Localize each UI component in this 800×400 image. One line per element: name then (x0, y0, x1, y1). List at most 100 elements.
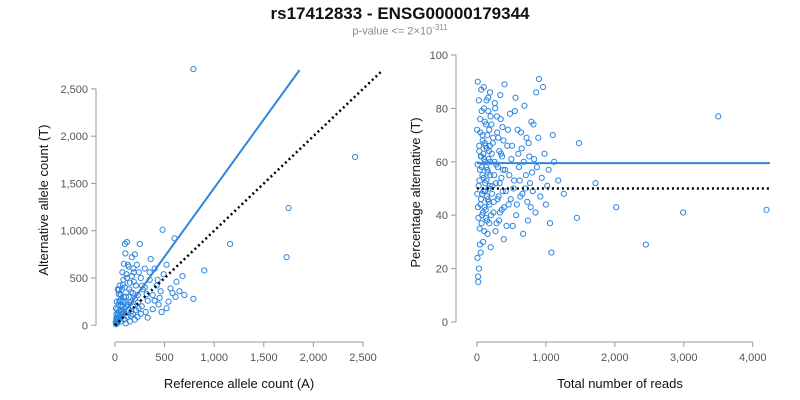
data-point (130, 278, 137, 285)
data-point (499, 123, 506, 131)
data-point (156, 294, 163, 301)
data-point (497, 115, 504, 123)
data-point (575, 140, 583, 147)
y-tick-label: 40 (436, 210, 448, 222)
data-point (508, 142, 516, 149)
data-point (142, 308, 149, 316)
data-point (514, 126, 521, 133)
data-point (531, 156, 538, 163)
data-point (136, 240, 143, 248)
data-point (130, 265, 137, 272)
data-point (121, 240, 128, 248)
y-axis-title: Alternative allele count (T) (36, 124, 51, 275)
x-axis-title: Total number of reads (557, 376, 683, 391)
data-point (128, 307, 135, 315)
data-point (113, 298, 120, 305)
data-point (488, 121, 495, 128)
data-point (548, 249, 555, 256)
data-point (122, 250, 129, 257)
data-point (159, 226, 166, 233)
y-tick-label: 0 (442, 317, 448, 329)
y-tick-label: 60 (436, 157, 448, 169)
data-point (484, 217, 491, 224)
data-point (484, 166, 491, 173)
data-point (173, 278, 180, 285)
data-point (680, 209, 687, 216)
data-point (154, 276, 161, 283)
data-point (158, 308, 165, 316)
data-point (528, 118, 535, 125)
data-point (163, 305, 170, 312)
data-point (538, 174, 545, 181)
y-tick-label: 2,000 (60, 131, 88, 143)
data-point (503, 222, 510, 229)
data-point (513, 201, 520, 208)
data-point (500, 137, 507, 144)
data-point (518, 145, 525, 152)
data-point (117, 290, 124, 298)
data-point (144, 297, 151, 304)
data-point (283, 254, 290, 261)
data-point (141, 265, 148, 272)
data-point (496, 209, 504, 216)
data-point (475, 265, 483, 272)
y-axis-title: Percentage alternative (T) (408, 117, 423, 267)
data-point (515, 150, 522, 157)
data-point (149, 306, 156, 313)
data-point (135, 269, 142, 276)
y-tick-label: 500 (70, 273, 88, 285)
data-point (498, 153, 506, 160)
data-point (492, 105, 499, 112)
data-point (502, 188, 509, 195)
data-point (511, 177, 518, 184)
data-point (498, 174, 505, 181)
data-point (526, 180, 534, 187)
data-point (487, 113, 494, 120)
data-point (486, 182, 493, 189)
data-point (484, 196, 491, 203)
data-point (144, 314, 151, 321)
data-point (533, 89, 540, 96)
data-point (138, 303, 145, 310)
data-point (125, 293, 132, 301)
subtitle-text: p-value <= 2×10 (352, 25, 433, 38)
data-point (506, 110, 514, 117)
data-point (527, 204, 534, 211)
y-tick-label: 1,000 (60, 226, 88, 238)
data-point (190, 65, 197, 73)
data-point (151, 297, 158, 304)
data-point (475, 97, 482, 104)
data-point (201, 267, 208, 274)
data-point (147, 255, 154, 263)
y-tick-label: 2,500 (60, 84, 88, 96)
data-point (155, 301, 162, 308)
data-point (613, 204, 620, 211)
data-point (555, 177, 562, 184)
data-point (522, 172, 529, 179)
data-point (478, 220, 485, 227)
data-point (176, 288, 183, 295)
data-point (504, 126, 512, 133)
data-point (477, 196, 485, 203)
x-tick-label: 1,500 (250, 352, 278, 364)
x-tick-label: 2,000 (300, 352, 328, 364)
data-point (481, 228, 488, 235)
data-point (483, 193, 490, 200)
data-point (137, 274, 144, 282)
data-point (129, 290, 136, 297)
left-panel-allele-counts: 0 500 1,000 1,500 2,000 2,500 0 500 1,000 1,500 2,… (36, 65, 384, 391)
data-point (523, 134, 530, 141)
data-point (482, 121, 490, 128)
data-point (496, 180, 503, 187)
data-point (474, 161, 481, 168)
data-point (486, 142, 493, 149)
data-point (179, 273, 186, 280)
data-point (549, 131, 556, 139)
data-point (521, 102, 528, 109)
data-point (560, 190, 567, 197)
data-point (476, 225, 483, 232)
data-point (475, 278, 482, 286)
x-tick-label: 2,500 (349, 352, 377, 364)
data-point (592, 180, 599, 187)
